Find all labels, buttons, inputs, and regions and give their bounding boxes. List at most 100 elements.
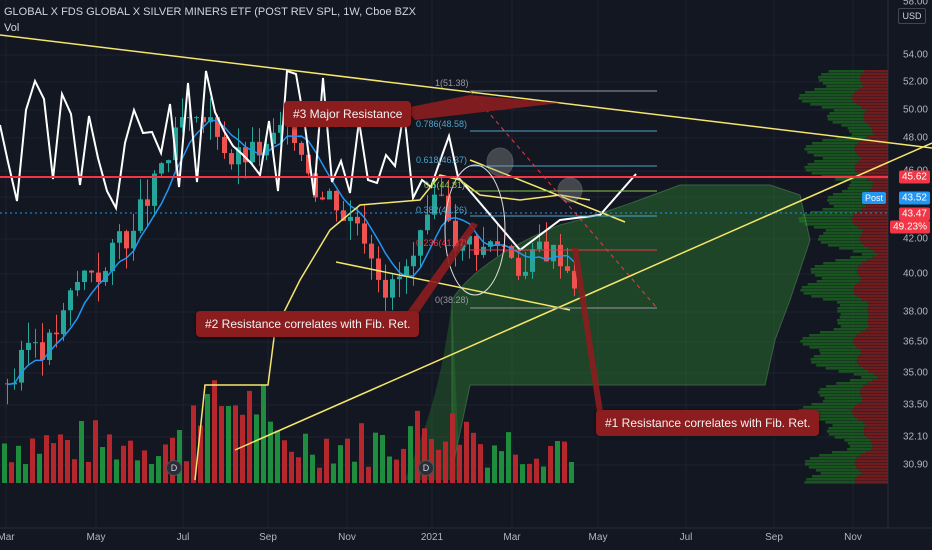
volume-profile-bar — [804, 463, 855, 466]
volume-bar — [527, 463, 532, 483]
candle-body — [418, 230, 423, 256]
volume-profile-bar — [823, 262, 863, 265]
candle-body — [194, 117, 199, 119]
symbol-title[interactable]: GLOBAL X FDS GLOBAL X SILVER MINERS ETF … — [4, 6, 417, 18]
volume-profile-bar — [859, 391, 888, 394]
volume-bar — [93, 420, 98, 483]
volume-profile-bar — [804, 166, 855, 169]
volume-profile-bar — [800, 340, 853, 343]
volume-profile-bar — [810, 358, 858, 361]
volume-profile-bar — [852, 289, 888, 292]
volume-profile-bar — [861, 157, 888, 160]
volume-profile-bar — [799, 220, 853, 223]
dividend-badge[interactable]: D — [166, 460, 182, 476]
highlight-circle — [486, 147, 514, 177]
volume-bar — [149, 464, 154, 483]
fib-level-0: 0(38.28) — [435, 295, 469, 305]
volume-bar — [450, 413, 455, 483]
candle-body — [481, 246, 486, 255]
candle-body — [397, 276, 402, 280]
volume-profile-bar — [873, 181, 888, 184]
volume-profile-bar — [836, 382, 868, 385]
candle-body — [131, 230, 136, 249]
moving-average-line — [7, 118, 576, 386]
volume-profile-bar — [872, 379, 888, 382]
volume-bar — [254, 414, 259, 483]
candle-body — [159, 163, 164, 174]
volume-profile-bar — [849, 130, 873, 133]
volume-profile-bar — [860, 76, 888, 79]
volume-profile-bar — [877, 376, 888, 379]
candle-body — [145, 199, 150, 206]
volume-profile-bar — [812, 142, 858, 145]
volume-profile-bar — [804, 148, 855, 151]
volume-profile-bar — [857, 142, 888, 145]
volume-profile-bar — [838, 370, 869, 373]
volume-profile-bar — [849, 445, 873, 448]
volume-profile-bar — [832, 121, 866, 124]
candle-body — [257, 141, 262, 156]
volume-bar — [177, 430, 182, 483]
candle-body — [278, 124, 283, 133]
volume-profile-bar — [847, 187, 872, 190]
volume-profile-bar — [861, 400, 888, 403]
volume-bar — [555, 441, 560, 483]
volume-profile-bar — [869, 190, 888, 193]
candle-body — [369, 243, 374, 259]
volume-profile-bar — [863, 430, 888, 433]
volume-bar — [541, 466, 546, 483]
volume-bar — [569, 461, 574, 483]
volume-profile-bar — [811, 403, 858, 406]
volume-profile-bar — [860, 349, 888, 352]
volume-profile-bar — [806, 478, 856, 481]
volume-profile-bar — [852, 412, 888, 415]
volume-profile-bar — [822, 400, 862, 403]
volume-profile-bar — [858, 160, 888, 163]
post-price-tag: 43.52 — [898, 191, 930, 205]
volume-bar — [16, 445, 21, 483]
volume-profile-bar — [836, 136, 868, 139]
volume-bar — [282, 440, 287, 483]
volume-profile-bar — [861, 376, 878, 379]
candle-body — [117, 231, 122, 243]
callout-resistance-1[interactable]: #1 Resistance correlates with Fib. Ret. — [596, 410, 820, 436]
volume-profile-bar — [826, 430, 864, 433]
volume-legend[interactable]: Vol — [4, 22, 20, 34]
volume-profile-bar — [805, 169, 856, 172]
volume-profile-bar — [836, 301, 868, 304]
volume-profile-bar — [853, 373, 875, 376]
volume-profile-bar — [854, 91, 888, 94]
time-axis-label: May — [588, 532, 608, 543]
volume-profile-bar — [873, 133, 888, 136]
volume-bar — [380, 434, 385, 483]
candle-body — [376, 258, 381, 280]
volume-profile-bar — [802, 100, 854, 103]
volume-bar — [107, 434, 112, 483]
currency-badge[interactable]: USD — [898, 8, 926, 24]
candle-body — [551, 244, 556, 262]
volume-profile-bar — [853, 250, 875, 253]
volume-profile-bar — [805, 460, 855, 463]
candle-body — [474, 235, 479, 255]
volume-profile-bar — [860, 235, 888, 238]
volume-profile-bar — [869, 325, 888, 328]
callout-resistance-2[interactable]: #2 Resistance correlates with Fib. Ret. — [196, 311, 420, 337]
volume-profile-bar — [839, 247, 869, 250]
price-axis-label: 38.00 — [902, 306, 928, 318]
volume-bar — [233, 405, 238, 483]
dividend-badge[interactable]: D — [418, 460, 434, 476]
volume-profile-bar — [865, 121, 888, 124]
callout-major-resistance[interactable]: #3 Major Resistance — [284, 101, 412, 127]
volume-profile-bar — [847, 448, 872, 451]
price-axis-label: 58.00 — [902, 0, 928, 8]
volume-profile-bar — [860, 454, 888, 457]
volume-profile-bar — [827, 118, 864, 121]
volume-profile-bar — [871, 442, 888, 445]
volume-profile-bar — [810, 271, 858, 274]
volume-profile-bar — [852, 217, 888, 220]
volume-profile-bar — [819, 235, 861, 238]
volume-bar — [58, 434, 63, 483]
volume-profile-bar — [854, 406, 888, 409]
volume-profile-bar — [865, 451, 888, 454]
